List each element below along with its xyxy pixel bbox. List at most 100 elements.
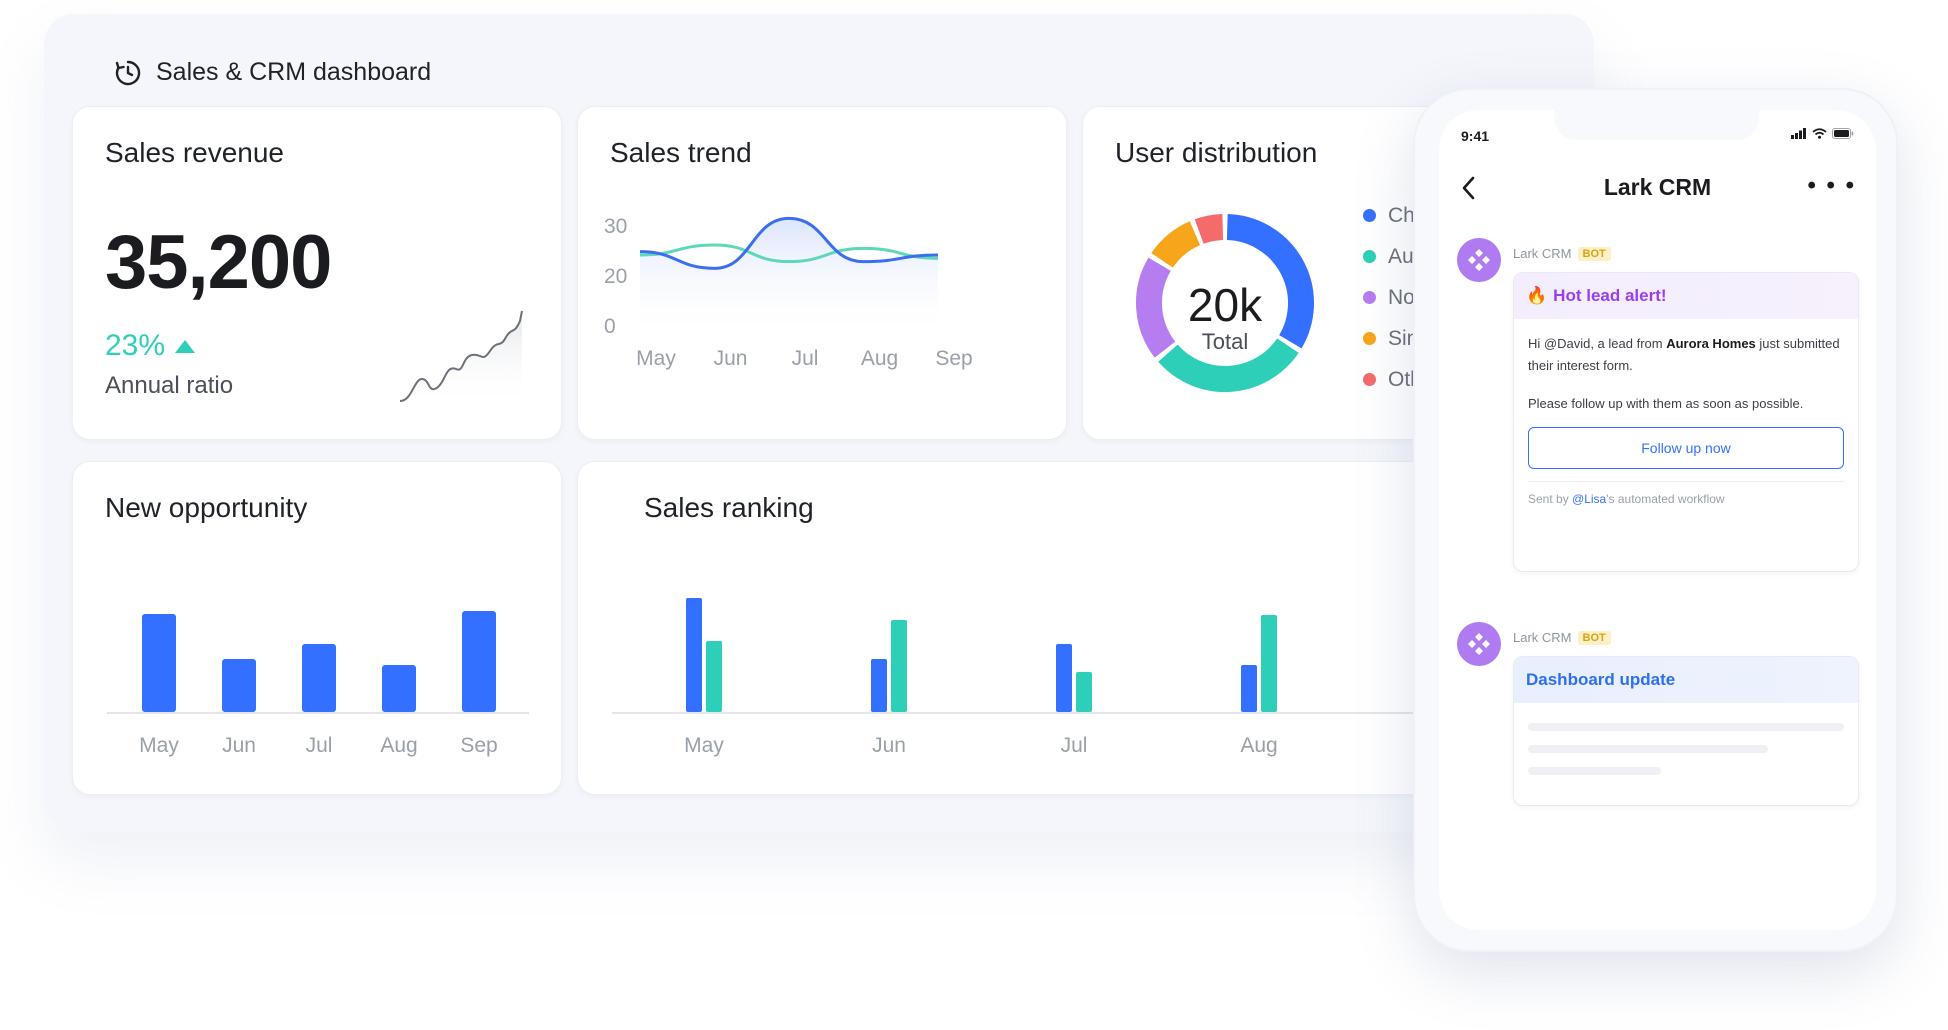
bar[interactable] (871, 659, 887, 712)
x-tick-label: Aug (861, 347, 898, 370)
bar[interactable] (222, 659, 256, 712)
message-header: Dashboard update (1514, 657, 1858, 703)
more-options-icon[interactable]: • • • (1807, 172, 1856, 199)
user-distribution-card[interactable]: User distribution 20k Total Chi Aus Nor Sin… (1082, 106, 1502, 440)
x-tick-label: Jul (1061, 734, 1088, 757)
x-tick-label: Jun (714, 347, 748, 370)
legend-dot (1363, 332, 1376, 345)
hot-lead-message-card: 🔥 Hot lead alert! Hi @David, a lead from… (1513, 272, 1859, 572)
status-time: 9:41 (1461, 128, 1490, 144)
x-tick-label: Aug (1240, 734, 1277, 757)
bot-avatar[interactable] (1457, 238, 1501, 282)
donut-total-value: 20k (1188, 279, 1263, 331)
message-body: Hi @David, a lead from Aurora Homes just… (1514, 319, 1858, 415)
bar[interactable] (302, 644, 336, 712)
donut-slice[interactable] (1158, 337, 1299, 392)
x-tick-label: Jul (306, 734, 333, 757)
series-line (639, 216, 939, 270)
dashboard-panel: Sales & CRM dashboard Sales revenue 35,2… (44, 14, 1594, 832)
skeleton-line (1528, 723, 1844, 731)
revenue-value: 35,200 (105, 220, 332, 305)
card-title: New opportunity (105, 492, 308, 523)
message-paragraph-1: Hi @David, a lead from Aurora Homes just… (1528, 336, 1840, 373)
mention-link[interactable]: @Lisa (1572, 492, 1607, 506)
new-opportunity-card[interactable]: New opportunity May Jun Jul Aug Sep (72, 461, 562, 795)
bot-badge: BOT (1577, 630, 1611, 645)
message-paragraph-2: Please follow up with them as soon as po… (1528, 396, 1804, 411)
bar[interactable] (1241, 665, 1257, 712)
x-tick-label: May (139, 734, 179, 757)
card-title: User distribution (1115, 137, 1318, 168)
bot-badge: BOT (1577, 246, 1611, 261)
sales-ranking-card[interactable]: Sales ranking May Jun Jul Aug (577, 461, 1502, 795)
bar[interactable] (1076, 672, 1092, 712)
sales-revenue-card[interactable]: Sales revenue 35,200 23% Annual ratio (72, 106, 562, 440)
message-skeleton (1514, 703, 1858, 775)
card-title: Sales revenue (105, 137, 285, 168)
legend-dot (1363, 209, 1376, 222)
sender-name: Lark CRM (1513, 630, 1572, 645)
skeleton-line (1528, 767, 1661, 775)
percent-value: 23% (105, 329, 166, 362)
bar[interactable] (1261, 615, 1277, 712)
dashboard-title: Sales & CRM dashboard (156, 58, 432, 86)
donut-slice[interactable] (1151, 221, 1201, 269)
revenue-percent: 23% (105, 329, 196, 363)
x-tick-label: May (684, 734, 724, 757)
donut-slice[interactable] (1136, 257, 1176, 358)
sales-trend-chart: 30 20 0 May Jun Jul Aug Sep (604, 215, 973, 370)
card-title: Sales trend (610, 137, 752, 168)
sales-trend-card[interactable]: Sales trend 30 20 0 May Jun Jul Aug Sep (577, 106, 1067, 440)
x-tick-label: Aug (380, 734, 417, 757)
x-tick-label: Jun (872, 734, 906, 757)
bar[interactable] (1056, 644, 1072, 712)
bot-avatar[interactable] (1457, 622, 1501, 666)
card-title: Sales ranking (644, 492, 814, 523)
legend-dot (1363, 291, 1376, 304)
dashboard-header: Sales & CRM dashboard (114, 58, 431, 87)
message-header: 🔥 Hot lead alert! (1514, 273, 1858, 319)
x-tick-label: May (636, 347, 676, 370)
legend-dot (1363, 373, 1376, 386)
app-title: Lark CRM (1603, 174, 1712, 200)
bar[interactable] (891, 620, 907, 712)
legend-item[interactable]: Sin (1363, 318, 1483, 359)
bar[interactable] (382, 665, 416, 712)
y-tick-label: 0 (604, 315, 616, 338)
x-tick-label: Sep (460, 734, 497, 757)
donut-slice[interactable] (1226, 214, 1314, 349)
series-area (640, 218, 938, 337)
follow-up-button[interactable]: Follow up now (1528, 427, 1844, 469)
lark-crm-logo-icon (1468, 633, 1490, 655)
lark-crm-logo-icon (1468, 249, 1490, 271)
status-icons (1791, 128, 1854, 139)
back-arrow-icon[interactable] (1459, 174, 1479, 202)
phone-notch (1554, 110, 1759, 140)
bar[interactable] (706, 641, 722, 712)
triangle-up-icon (175, 339, 196, 353)
sender-name: Lark CRM (1513, 246, 1572, 261)
phone-screen: 9:41 Lark CRM • • • (1439, 110, 1876, 930)
x-tick-label: Jul (792, 347, 819, 370)
bar[interactable] (142, 614, 176, 712)
phone-mockup: 9:41 Lark CRM • • • (1413, 88, 1898, 952)
bot-sender: Lark CRM BOT (1513, 246, 1611, 261)
donut-total-label: Total (1202, 329, 1248, 354)
donut-slice[interactable] (1194, 214, 1224, 244)
dashboard-update-message-card: Dashboard update (1513, 656, 1859, 806)
sales-ranking-chart: May Jun Jul Aug (612, 598, 1501, 757)
y-tick-label: 20 (604, 265, 627, 288)
message-header-title: Dashboard update (1526, 670, 1676, 689)
skeleton-line (1528, 745, 1769, 753)
legend-label: Chi (1388, 203, 1420, 227)
bot-sender: Lark CRM BOT (1513, 630, 1611, 645)
legend-item[interactable]: Chi (1363, 195, 1483, 236)
series-line (639, 243, 939, 264)
lead-company: Aurora Homes (1666, 336, 1756, 351)
bar[interactable] (462, 611, 496, 712)
clock-refresh-icon (115, 60, 141, 85)
battery-icon (1832, 128, 1854, 139)
wifi-icon (1812, 128, 1827, 139)
sparkline (399, 310, 523, 407)
bar[interactable] (686, 598, 702, 712)
